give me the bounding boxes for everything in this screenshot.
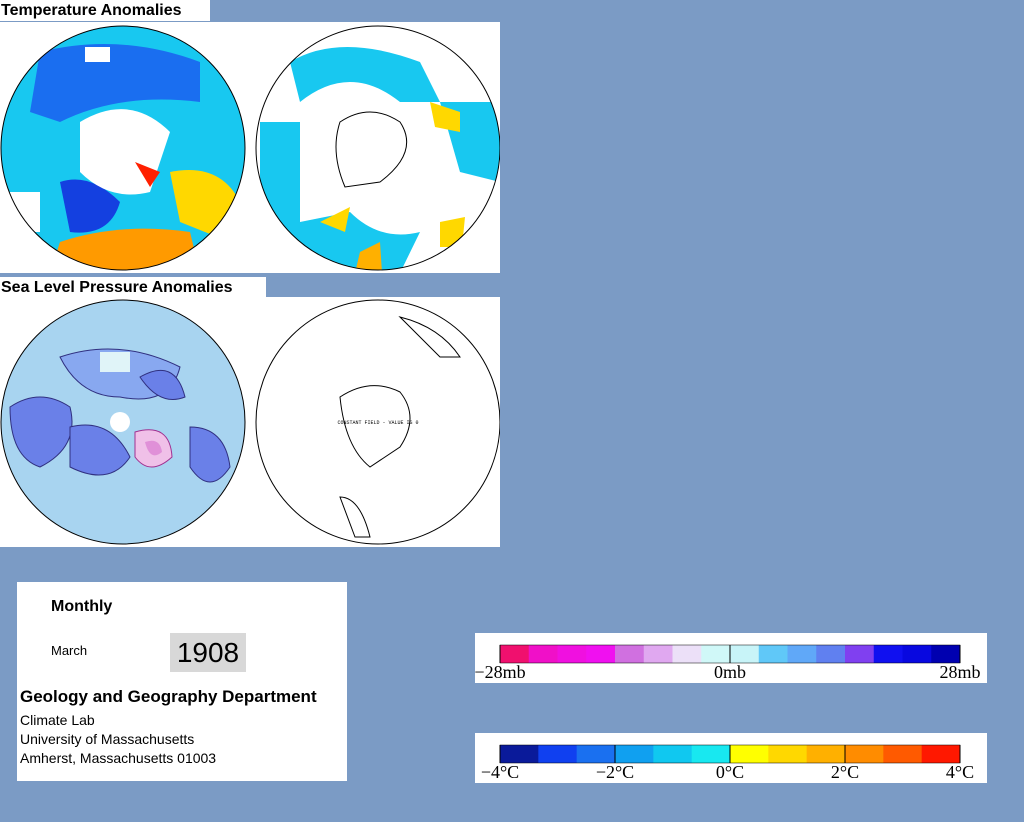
color-swatch: [500, 745, 539, 763]
colorbar-label: 2°C: [831, 762, 859, 782]
color-swatch: [931, 645, 961, 663]
color-swatch: [787, 645, 817, 663]
color-swatch: [586, 645, 616, 663]
temperature-maps: [0, 22, 500, 273]
colorbar-label: −4°C: [481, 762, 519, 782]
color-swatch: [921, 745, 961, 763]
color-swatch: [845, 645, 875, 663]
period: Monthly: [51, 598, 113, 615]
color-swatch: [701, 645, 731, 663]
address-line: University of Massachusetts: [20, 731, 195, 747]
pressure-colorbar: −28mb 0mb 28mb: [475, 633, 987, 683]
color-swatch: [816, 645, 846, 663]
color-swatch: [500, 645, 530, 663]
color-swatch: [845, 745, 884, 763]
colorbar-label: 0mb: [714, 662, 746, 682]
address: Climate Lab University of Massachusetts …: [20, 711, 216, 768]
color-swatch: [758, 645, 788, 663]
colorbar-label: −28mb: [475, 662, 526, 682]
color-swatch: [883, 745, 923, 763]
color-swatch: [902, 645, 932, 663]
pressure-title: Sea Level Pressure Anomalies: [0, 277, 266, 298]
color-swatch: [730, 745, 769, 763]
colorbar-label: 28mb: [939, 662, 980, 682]
color-swatch: [576, 745, 616, 763]
color-swatch: [643, 645, 673, 663]
colorbar-label: −2°C: [596, 762, 634, 782]
color-swatch: [528, 645, 558, 663]
color-swatch: [538, 745, 578, 763]
color-swatch: [615, 645, 645, 663]
address-line: Amherst, Massachusetts 01003: [20, 750, 217, 766]
constant-field-note: CONSTANT FIELD - VALUE IS 0: [337, 420, 418, 426]
color-swatch: [557, 645, 587, 663]
info-box: Monthly March 1908 Geology and Geography…: [17, 582, 347, 781]
temperature-colorbar: −4°C −2°C 0°C 2°C 4°C: [475, 733, 987, 783]
color-swatch: [768, 745, 808, 763]
year: 1908: [170, 633, 246, 672]
colorbar-label: 4°C: [946, 762, 974, 782]
color-swatch: [615, 745, 654, 763]
temperature-title: Temperature Anomalies: [0, 0, 210, 21]
color-swatch: [730, 645, 760, 663]
colorbar-label: 0°C: [716, 762, 744, 782]
color-swatch: [691, 745, 731, 763]
color-swatch: [653, 745, 693, 763]
color-swatch: [806, 745, 846, 763]
color-swatch: [873, 645, 903, 663]
pressure-maps: CONSTANT FIELD - VALUE IS 0: [0, 297, 500, 547]
department: Geology and Geography Department: [20, 687, 317, 706]
color-swatch: [672, 645, 702, 663]
address-line: Climate Lab: [20, 712, 95, 728]
month: March: [51, 643, 88, 658]
